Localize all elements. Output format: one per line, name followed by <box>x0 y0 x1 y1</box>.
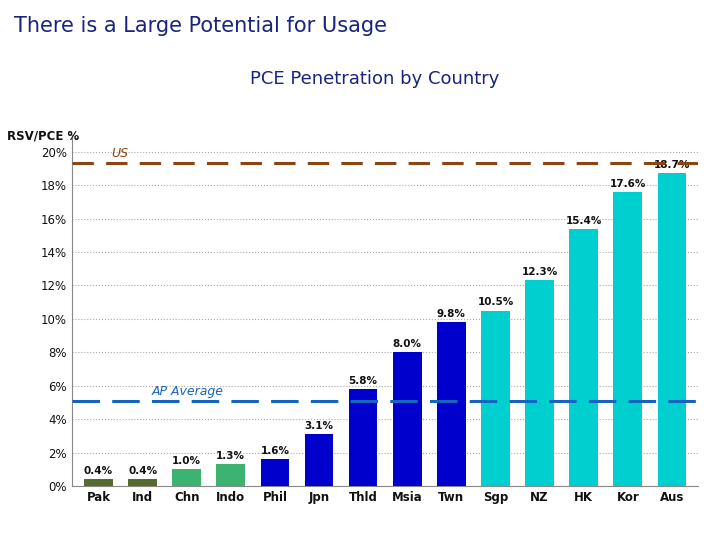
Text: AP Average: AP Average <box>151 384 223 398</box>
Bar <box>437 322 466 486</box>
Text: 12.3%: 12.3% <box>521 267 558 278</box>
Text: There is a Large Potential for Usage: There is a Large Potential for Usage <box>14 16 387 36</box>
Bar <box>128 480 157 486</box>
Bar <box>526 280 554 486</box>
Text: 1.6%: 1.6% <box>261 446 289 456</box>
Text: 10.5%: 10.5% <box>477 298 513 307</box>
Bar <box>657 173 686 486</box>
Text: 0.4%: 0.4% <box>84 467 113 476</box>
Bar <box>613 192 642 486</box>
Text: 1.0%: 1.0% <box>172 456 201 466</box>
Bar <box>305 434 333 486</box>
Bar <box>393 352 422 486</box>
Text: 15.4%: 15.4% <box>565 215 602 226</box>
Bar <box>570 228 598 486</box>
Text: 3.1%: 3.1% <box>305 421 333 431</box>
Bar <box>261 459 289 486</box>
Text: 17.6%: 17.6% <box>610 179 646 189</box>
Text: 18.7%: 18.7% <box>654 160 690 171</box>
Bar <box>84 480 113 486</box>
Text: US: US <box>112 147 129 160</box>
Bar <box>172 469 201 486</box>
Text: PCE Penetration by Country: PCE Penetration by Country <box>250 70 499 88</box>
Bar <box>481 310 510 486</box>
Text: 0.4%: 0.4% <box>128 467 157 476</box>
Text: 5.8%: 5.8% <box>348 376 378 386</box>
Text: 9.8%: 9.8% <box>437 309 466 319</box>
Text: RSV/PCE %: RSV/PCE % <box>7 130 79 143</box>
Bar <box>348 389 377 486</box>
Text: 1.3%: 1.3% <box>216 451 246 461</box>
Bar <box>217 464 245 486</box>
Text: 8.0%: 8.0% <box>392 339 422 349</box>
